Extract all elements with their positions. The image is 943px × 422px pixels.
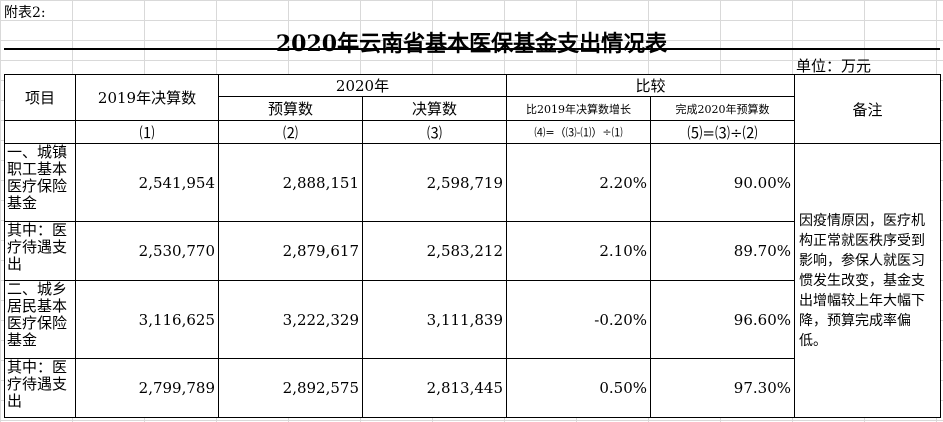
cell-final: 2,598,719	[362, 143, 507, 222]
marker-1: ⑴	[75, 120, 219, 144]
marker-empty	[4, 120, 76, 144]
cell-completion: 96.60%	[650, 280, 795, 359]
header-compare: 比较	[506, 74, 795, 97]
title-rule	[4, 48, 940, 50]
remark-text: 因疫情原因，医疗机构正常就医秩序受到影响，参保人就医习惯发生改变，基金支出增幅较…	[794, 143, 941, 418]
cell-budget: 2,888,151	[218, 143, 363, 222]
expenditure-table: 项目 2019年决算数 2020年 比较 备注 预算数 决算数 比2019年决算…	[4, 74, 941, 418]
cell-completion: 89.70%	[650, 221, 795, 281]
cell-final: 2,583,212	[362, 221, 507, 281]
cell-growth: 2.20%	[506, 143, 651, 222]
cell-final: 2,813,445	[362, 358, 507, 418]
cell-final: 3,111,839	[362, 280, 507, 359]
cell-budget: 2,892,575	[218, 358, 363, 418]
cell-2019: 2,799,789	[75, 358, 219, 418]
header-budget: 预算数	[218, 96, 363, 121]
cell-growth: -0.20%	[506, 280, 651, 359]
header-final: 决算数	[362, 96, 507, 121]
table-row: 一、城镇职工基本医疗保险基金 2,541,954 2,888,151 2,598…	[4, 143, 941, 418]
marker-4: ⑷=（⑶-⑴）÷⑴	[506, 120, 651, 144]
marker-2: ⑵	[218, 120, 363, 144]
marker-3: ⑶	[362, 120, 507, 144]
table-row: 其中：医疗待遇支出 2,530,770 2,879,617 2,583,212 …	[4, 221, 941, 281]
marker-5: ⑸=⑶÷⑵	[650, 120, 795, 144]
cell-2019: 3,116,625	[75, 280, 219, 359]
header-growth: 比2019年决算数增长	[506, 96, 651, 121]
header-completion: 完成2020年预算数	[650, 96, 795, 121]
table-title: 2020年云南省基本医保基金支出情况表	[275, 31, 668, 57]
header-item: 项目	[4, 74, 76, 121]
cell-2019: 2,541,954	[75, 143, 219, 222]
header-remark: 备注	[794, 74, 941, 144]
appendix-caption: 附表2:	[4, 5, 46, 21]
cell-completion: 90.00%	[650, 143, 795, 222]
cell-budget: 2,879,617	[218, 221, 363, 281]
row-label: 其中：医疗待遇支出	[4, 358, 76, 418]
header-2019-final: 2019年决算数	[75, 74, 219, 121]
row-label: 一、城镇职工基本医疗保险基金	[4, 143, 76, 222]
unit-label: 单位：万元	[796, 57, 872, 75]
cell-growth: 0.50%	[506, 358, 651, 418]
header-2020: 2020年	[218, 74, 507, 97]
row-label: 其中：医疗待遇支出	[4, 221, 76, 281]
cell-budget: 3,222,329	[218, 280, 363, 359]
row-label: 二、城乡居民基本医疗保险基金	[4, 280, 76, 359]
cell-2019: 2,530,770	[75, 221, 219, 281]
cell-completion: 97.30%	[650, 358, 795, 418]
cell-growth: 2.10%	[506, 221, 651, 281]
table-row: 其中：医疗待遇支出 2,799,789 2,892,575 2,813,445 …	[4, 358, 941, 418]
